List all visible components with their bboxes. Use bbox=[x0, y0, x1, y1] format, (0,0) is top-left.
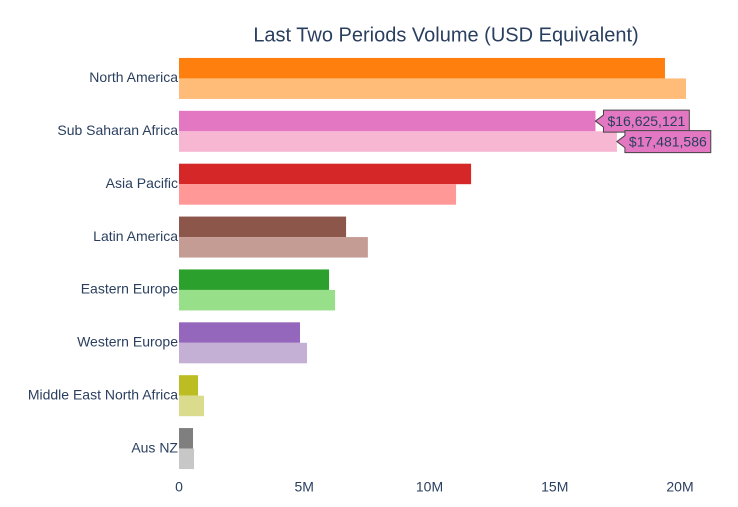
bar bbox=[179, 342, 308, 364]
x-tick-label: 20M bbox=[666, 479, 693, 495]
bar bbox=[179, 237, 368, 258]
chart-title: Last Two Periods Volume (USD Equivalent) bbox=[253, 24, 638, 46]
x-tick-label: 15M bbox=[541, 479, 568, 495]
y-tick-label: Sub Saharan Africa bbox=[57, 122, 178, 138]
hover-text: $16,625,121 bbox=[607, 113, 685, 129]
hover-label: $17,481,586 bbox=[616, 130, 712, 154]
x-tick-label: 10M bbox=[416, 479, 443, 495]
bar bbox=[179, 269, 330, 290]
bar bbox=[179, 110, 596, 132]
bar bbox=[179, 428, 194, 449]
hover-box bbox=[594, 109, 690, 133]
bar bbox=[179, 395, 205, 417]
bar bbox=[179, 57, 665, 79]
y-tick-label: Western Europe bbox=[77, 334, 178, 350]
x-tick-label: 0 bbox=[175, 479, 183, 495]
x-tick-label: 5M bbox=[295, 479, 314, 495]
y-tick-label: Aus NZ bbox=[131, 439, 178, 455]
bar bbox=[179, 216, 347, 238]
bar bbox=[179, 78, 687, 99]
bar bbox=[179, 289, 336, 311]
y-tick-label: Eastern Europe bbox=[81, 281, 178, 297]
bar bbox=[179, 163, 472, 185]
bar bbox=[179, 448, 195, 470]
y-tick-label: Asia Pacific bbox=[106, 175, 178, 191]
bar bbox=[179, 322, 300, 343]
y-tick-label: Middle East North Africa bbox=[28, 386, 178, 402]
bar bbox=[179, 184, 457, 205]
hover-label: $16,625,121 bbox=[594, 109, 690, 133]
hover-box bbox=[616, 130, 712, 154]
y-tick-label: North America bbox=[89, 69, 178, 85]
hover-text: $17,481,586 bbox=[629, 133, 707, 149]
y-tick-label: Latin America bbox=[93, 228, 178, 244]
bar bbox=[179, 375, 199, 396]
bar bbox=[179, 131, 617, 152]
